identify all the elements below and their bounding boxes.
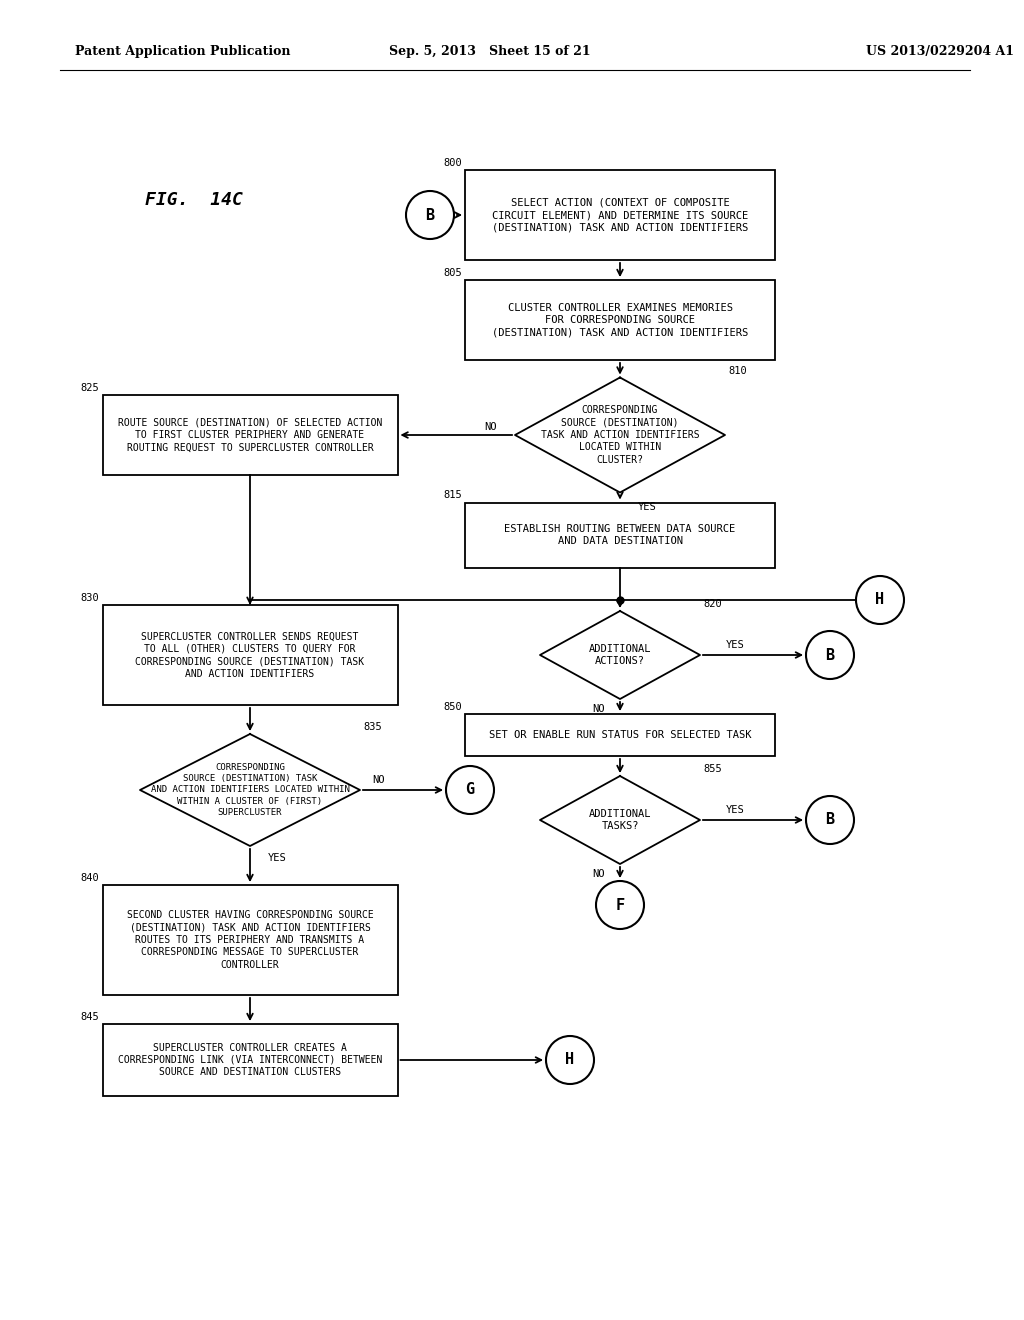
Text: 810: 810 (728, 366, 746, 375)
Circle shape (596, 880, 644, 929)
Text: YES: YES (726, 640, 744, 649)
Text: YES: YES (268, 853, 287, 863)
Text: Patent Application Publication: Patent Application Publication (75, 45, 291, 58)
Circle shape (546, 1036, 594, 1084)
Text: B: B (825, 813, 835, 828)
Text: F: F (615, 898, 625, 912)
Polygon shape (540, 611, 700, 700)
Circle shape (446, 766, 494, 814)
Text: ADDITIONAL
TASKS?: ADDITIONAL TASKS? (589, 809, 651, 832)
Text: FIG.  14C: FIG. 14C (145, 191, 243, 209)
Text: Sep. 5, 2013   Sheet 15 of 21: Sep. 5, 2013 Sheet 15 of 21 (389, 45, 591, 58)
Text: 835: 835 (362, 722, 382, 733)
Text: 855: 855 (703, 764, 722, 774)
FancyBboxPatch shape (465, 503, 775, 568)
Polygon shape (515, 378, 725, 492)
FancyBboxPatch shape (102, 395, 397, 475)
Text: 850: 850 (443, 702, 462, 711)
Text: 815: 815 (443, 491, 462, 500)
Text: 820: 820 (703, 599, 722, 609)
Text: ROUTE SOURCE (DESTINATION) OF SELECTED ACTION
TO FIRST CLUSTER PERIPHERY AND GEN: ROUTE SOURCE (DESTINATION) OF SELECTED A… (118, 417, 382, 453)
FancyBboxPatch shape (102, 884, 397, 995)
Text: ESTABLISH ROUTING BETWEEN DATA SOURCE
AND DATA DESTINATION: ESTABLISH ROUTING BETWEEN DATA SOURCE AN… (505, 524, 735, 546)
Text: SET OR ENABLE RUN STATUS FOR SELECTED TASK: SET OR ENABLE RUN STATUS FOR SELECTED TA… (488, 730, 752, 741)
Text: B: B (825, 648, 835, 663)
Text: SUPERCLUSTER CONTROLLER SENDS REQUEST
TO ALL (OTHER) CLUSTERS TO QUERY FOR
CORRE: SUPERCLUSTER CONTROLLER SENDS REQUEST TO… (135, 631, 365, 678)
Text: B: B (425, 207, 434, 223)
Text: NO: NO (484, 422, 497, 432)
Circle shape (856, 576, 904, 624)
FancyBboxPatch shape (465, 170, 775, 260)
Text: 845: 845 (81, 1012, 99, 1022)
Circle shape (806, 631, 854, 678)
Text: NO: NO (593, 869, 605, 879)
Text: 825: 825 (81, 383, 99, 393)
Text: 830: 830 (81, 593, 99, 603)
Circle shape (806, 796, 854, 843)
Text: SUPERCLUSTER CONTROLLER CREATES A
CORRESPONDING LINK (VIA INTERCONNECT) BETWEEN
: SUPERCLUSTER CONTROLLER CREATES A CORRES… (118, 1043, 382, 1077)
Text: SELECT ACTION (CONTEXT OF COMPOSITE
CIRCUIT ELEMENT) AND DETERMINE ITS SOURCE
(D: SELECT ACTION (CONTEXT OF COMPOSITE CIRC… (492, 198, 749, 232)
Text: SECOND CLUSTER HAVING CORRESPONDING SOURCE
(DESTINATION) TASK AND ACTION IDENTIF: SECOND CLUSTER HAVING CORRESPONDING SOUR… (127, 911, 374, 970)
FancyBboxPatch shape (465, 280, 775, 360)
FancyBboxPatch shape (465, 714, 775, 756)
Text: 805: 805 (443, 268, 462, 279)
Text: 840: 840 (81, 873, 99, 883)
Text: CORRESPONDING
SOURCE (DESTINATION)
TASK AND ACTION IDENTIFIERS
LOCATED WITHIN
CL: CORRESPONDING SOURCE (DESTINATION) TASK … (541, 405, 699, 465)
Text: ADDITIONAL
ACTIONS?: ADDITIONAL ACTIONS? (589, 644, 651, 667)
FancyBboxPatch shape (102, 605, 397, 705)
Text: US 2013/0229204 A1: US 2013/0229204 A1 (866, 45, 1014, 58)
Polygon shape (140, 734, 360, 846)
Text: CLUSTER CONTROLLER EXAMINES MEMORIES
FOR CORRESPONDING SOURCE
(DESTINATION) TASK: CLUSTER CONTROLLER EXAMINES MEMORIES FOR… (492, 302, 749, 338)
Text: 800: 800 (443, 158, 462, 168)
Text: H: H (876, 593, 885, 607)
Polygon shape (540, 776, 700, 865)
Text: CORRESPONDING
SOURCE (DESTINATION) TASK
AND ACTION IDENTIFIERS LOCATED WITHIN
WI: CORRESPONDING SOURCE (DESTINATION) TASK … (151, 763, 349, 817)
Circle shape (406, 191, 454, 239)
Text: NO: NO (593, 704, 605, 714)
Text: YES: YES (726, 805, 744, 814)
Text: YES: YES (638, 503, 656, 512)
Text: G: G (466, 783, 474, 797)
FancyBboxPatch shape (102, 1024, 397, 1096)
Text: H: H (565, 1052, 574, 1068)
Text: NO: NO (372, 775, 384, 785)
